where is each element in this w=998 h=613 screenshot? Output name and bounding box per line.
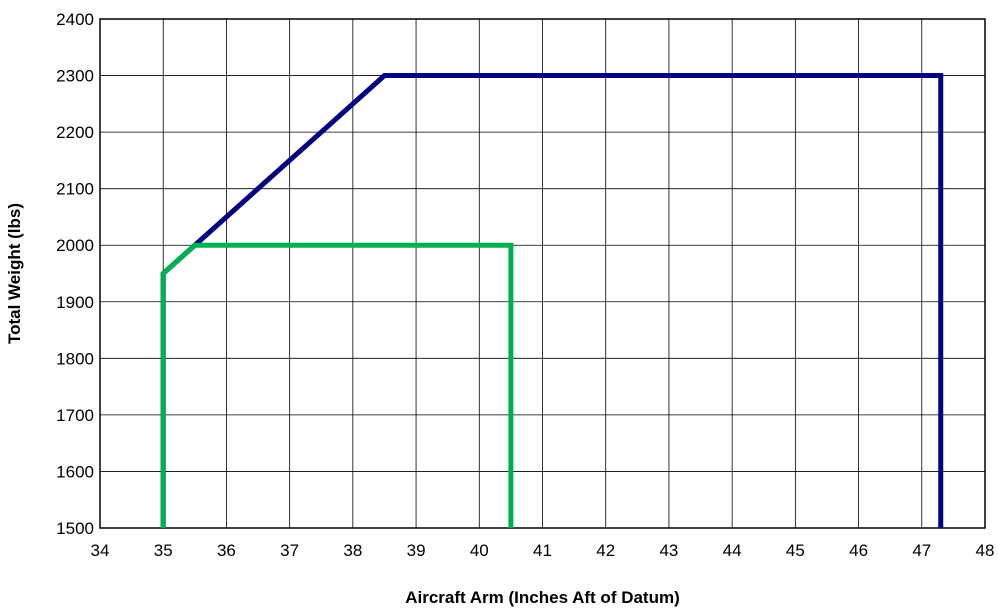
x-tick-label: 38 — [343, 541, 362, 560]
x-tick-label: 35 — [154, 541, 173, 560]
x-axis-title: Aircraft Arm (Inches Aft of Datum) — [405, 588, 680, 607]
grid — [100, 19, 985, 528]
x-tick-label: 34 — [91, 541, 110, 560]
x-tick-label: 43 — [659, 541, 678, 560]
y-tick-label: 2400 — [56, 10, 94, 29]
x-tick-label: 48 — [976, 541, 995, 560]
x-tick-label: 39 — [407, 541, 426, 560]
y-tick-label: 2300 — [56, 67, 94, 86]
y-tick-label: 1800 — [56, 349, 94, 368]
series-line-2 — [163, 245, 511, 528]
x-tick-label: 41 — [533, 541, 552, 560]
y-tick-labels: 1500 1600 1700 1800 1900 2000 2100 2200 2300 2400 — [56, 10, 94, 538]
x-tick-label: 36 — [217, 541, 236, 560]
x-tick-label: 42 — [596, 541, 615, 560]
x-tick-label: 46 — [849, 541, 868, 560]
y-tick-label: 2000 — [56, 236, 94, 255]
y-tick-label: 1600 — [56, 462, 94, 481]
x-tick-label: 44 — [723, 541, 742, 560]
x-tick-labels: 34 35 36 37 38 39 40 41 42 43 44 45 46 47 48 — [91, 541, 995, 560]
y-tick-label: 1500 — [56, 519, 94, 538]
y-axis-title: Total Weight (lbs) — [5, 203, 24, 344]
x-tick-label: 40 — [470, 541, 489, 560]
y-tick-label: 2200 — [56, 123, 94, 142]
y-tick-label: 1900 — [56, 293, 94, 312]
y-tick-label: 1700 — [56, 406, 94, 425]
x-tick-label: 47 — [912, 541, 931, 560]
x-tick-label: 37 — [280, 541, 299, 560]
y-tick-label: 2100 — [56, 180, 94, 199]
x-tick-label: 45 — [786, 541, 805, 560]
